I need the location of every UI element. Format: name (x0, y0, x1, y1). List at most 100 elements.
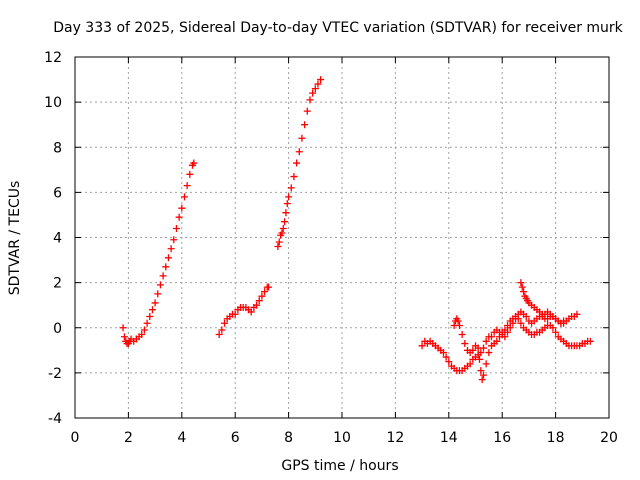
data-point (474, 344, 482, 352)
data-point (281, 218, 289, 226)
data-point (482, 360, 490, 368)
data-point (151, 299, 159, 307)
data-point (119, 324, 127, 332)
data-point (458, 331, 466, 339)
x-tick-label: 4 (177, 430, 186, 446)
data-point (178, 204, 186, 212)
data-point (290, 173, 298, 181)
data-point (279, 224, 287, 232)
data-point (186, 170, 194, 178)
data-point (221, 319, 229, 327)
data-point (573, 310, 581, 318)
data-point (253, 301, 261, 309)
y-tick-label: -2 (48, 366, 62, 382)
data-point (255, 297, 263, 305)
data-point (517, 319, 525, 327)
data-point (274, 243, 282, 251)
data-point (586, 337, 594, 345)
data-point (418, 342, 426, 350)
data-point (175, 213, 183, 221)
data-point (518, 283, 526, 291)
data-point (466, 360, 474, 368)
y-tick-label: 0 (53, 321, 62, 337)
data-point (278, 229, 286, 237)
data-point (258, 292, 266, 300)
data-point (445, 358, 453, 366)
data-point (493, 337, 501, 345)
data-point (311, 85, 319, 93)
data-point (283, 200, 291, 208)
data-point (560, 317, 568, 325)
data-point (455, 321, 463, 329)
data-point (454, 317, 462, 325)
y-tick-label: 4 (53, 231, 62, 247)
series (517, 279, 568, 327)
data-point (549, 324, 557, 332)
x-tick-label: 20 (600, 430, 618, 446)
data-point (469, 346, 477, 354)
data-point (295, 148, 303, 156)
data-point (496, 333, 504, 341)
data-point (215, 331, 223, 339)
data-point (218, 326, 226, 334)
data-point (265, 283, 273, 291)
data-point (298, 134, 306, 142)
data-point (439, 349, 447, 357)
x-tick-label: 12 (386, 430, 404, 446)
data-point (172, 224, 180, 232)
data-point (476, 355, 484, 363)
data-point (159, 272, 167, 280)
axis-ticks: 0 2 4 6 8 10 12 14 16 18 20 -4 -2 0 2 4 6 8 10 12 (44, 50, 618, 446)
data-point (231, 310, 239, 318)
data-point (317, 76, 325, 84)
data-point (148, 306, 156, 314)
data-point (480, 371, 488, 379)
x-axis-label: GPS time / hours (281, 458, 398, 474)
x-tick-label: 18 (547, 430, 565, 446)
data-point (282, 209, 290, 217)
data-point (285, 193, 293, 201)
data-point (247, 308, 255, 316)
y-tick-label: 2 (53, 276, 62, 292)
y-tick-label: 6 (53, 185, 62, 201)
x-tick-label: 16 (493, 430, 511, 446)
data-point (522, 312, 530, 320)
x-tick-label: 2 (124, 430, 133, 446)
y-tick-label: 12 (44, 50, 62, 66)
data-point (478, 376, 486, 384)
data-point (183, 182, 191, 190)
data-point (275, 238, 283, 246)
data-point (488, 333, 496, 341)
y-tick-label: 8 (53, 140, 62, 156)
x-tick-label: 8 (284, 430, 293, 446)
x-tick-label: 10 (333, 430, 351, 446)
x-tick-label: 0 (71, 430, 80, 446)
data-point (180, 193, 188, 201)
data-point (552, 328, 560, 336)
data-point (162, 263, 170, 271)
data-point (138, 331, 146, 339)
data-point (477, 367, 485, 375)
x-tick-label: 6 (231, 430, 240, 446)
data-point (461, 340, 469, 348)
data-point (287, 184, 295, 192)
data-point (154, 290, 162, 298)
data-point (309, 89, 317, 97)
series (215, 283, 273, 339)
data-point (261, 288, 269, 296)
data-point (190, 159, 198, 167)
series (450, 312, 594, 384)
data-point (146, 312, 154, 320)
series (119, 159, 198, 348)
data-point (442, 353, 450, 361)
data-point (501, 326, 509, 334)
data-point (140, 326, 148, 334)
data-point (504, 321, 512, 329)
data-point (164, 254, 172, 262)
data-point (170, 236, 178, 244)
data-point (485, 349, 493, 357)
x-tick-label: 14 (440, 430, 458, 446)
y-tick-label: 10 (44, 95, 62, 111)
data-point (301, 121, 309, 129)
